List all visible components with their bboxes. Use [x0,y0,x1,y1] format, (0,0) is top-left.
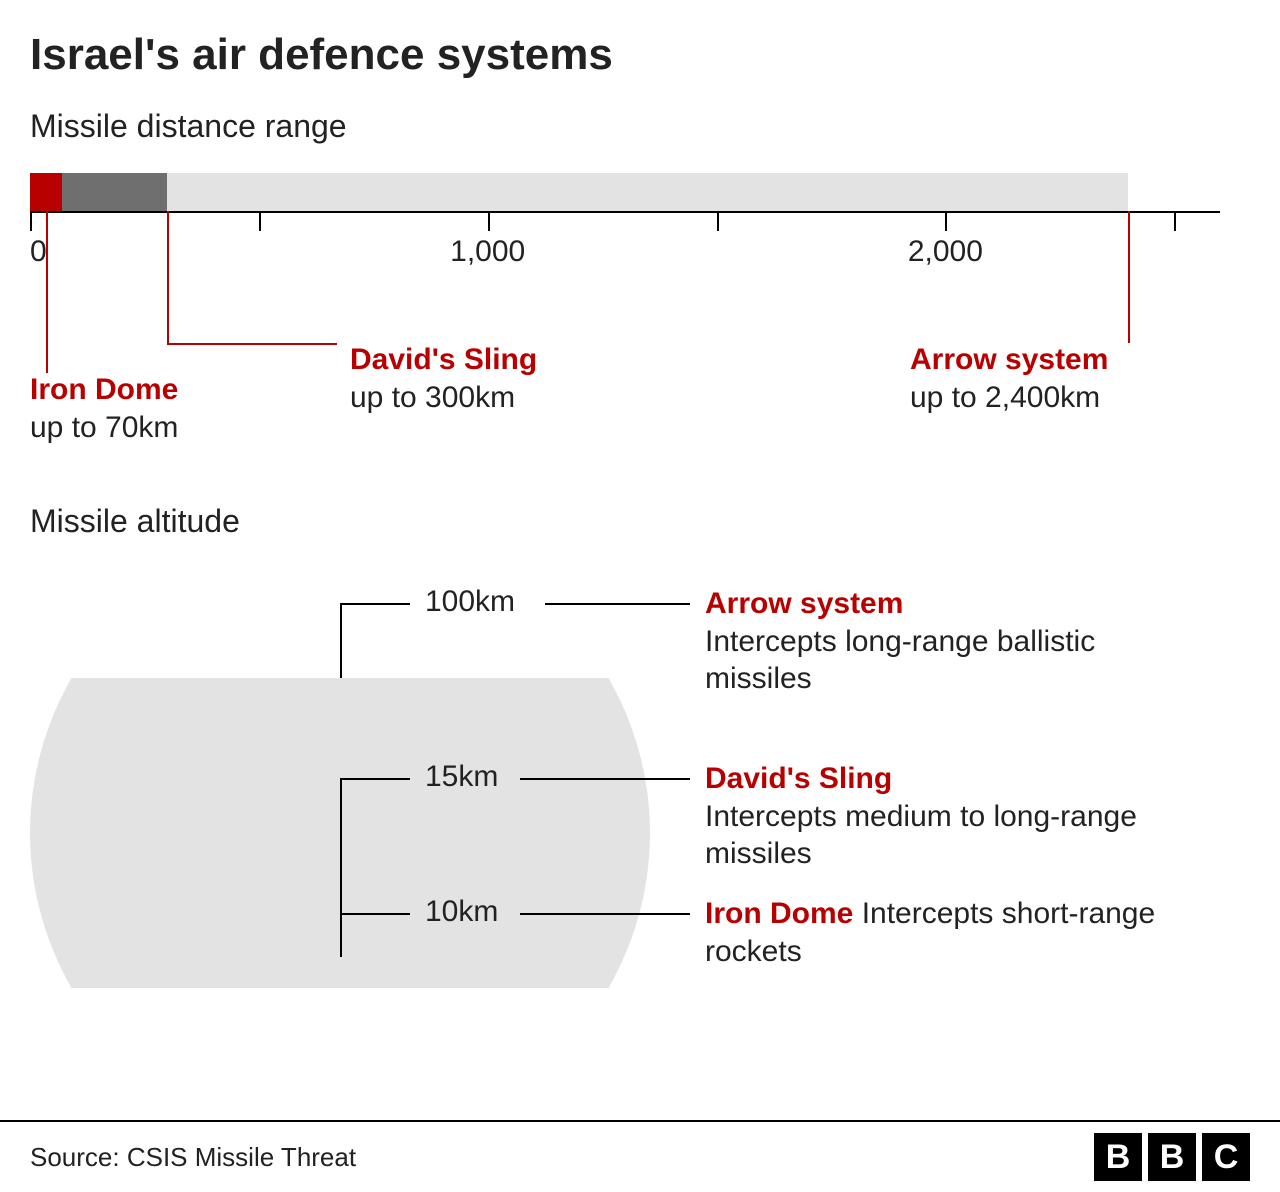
arrow-name-label: Arrow system [910,343,1108,377]
davids-sling-caret [167,211,169,343]
alt-leader-arrow-stub [340,603,342,678]
alt-leader-sling-left [340,778,410,780]
axis-tick [30,211,32,231]
axis-tick [259,211,261,231]
axis-tick-label: 0 [30,235,47,269]
alt-desc-arrow: Arrow systemIntercepts long-range ballis… [705,585,1205,698]
range-subtitle: Missile distance range [30,108,1250,145]
main-title: Israel's air defence systems [30,30,1250,80]
arrow-caret [1128,211,1130,343]
iron-dome-seg [30,173,62,211]
source-label: Source: CSIS Missile Threat [30,1142,356,1173]
alt-leader-iron-stub [340,913,342,957]
range-axis-line [30,211,1220,213]
bbc-block-3: C [1202,1133,1250,1181]
arrow-seg [167,173,1128,211]
bbc-logo: B B C [1094,1133,1250,1181]
iron-dome-caret [46,211,48,373]
davids-sling-caret-foot [167,343,337,345]
bbc-block-1: B [1094,1133,1142,1181]
content-area: Israel's air defence systems Missile dis… [0,0,1280,988]
alt-leader-iron-left [340,913,410,915]
footer: Source: CSIS Missile Threat B B C [0,1122,1280,1192]
davids-sling-sub-label: up to 300km [350,381,515,415]
axis-tick [717,211,719,231]
alt-desc-sling: David's SlingIntercepts medium to long-r… [705,760,1205,873]
alt-leader-arrow-right [545,603,690,605]
altitude-subtitle: Missile altitude [30,503,1250,540]
alt-leader-arrow-left [340,603,410,605]
alt-value-arrow: 100km [425,585,515,619]
axis-tick-label: 1,000 [450,235,525,269]
range-track [30,173,1220,211]
davids-sling-seg [62,173,167,211]
axis-tick [488,211,490,231]
arrow-sub-label: up to 2,400km [910,381,1100,415]
axis-tick-label: 2,000 [908,235,983,269]
range-chart: 0 1,000 2,000 Iron Dome up to 70km David's Sl… [30,173,1220,503]
axis-tick [945,211,947,231]
davids-sling-name-label: David's Sling [350,343,537,377]
iron-dome-sub-label: up to 70km [30,411,178,445]
altitude-chart: 100km Arrow systemIntercepts long-range b… [30,568,1220,988]
alt-value-iron: 10km [425,895,498,929]
alt-desc-iron: Iron Dome Intercepts short-range rockets [705,895,1205,970]
alt-leader-iron-right [520,913,690,915]
alt-leader-sling-right [520,778,690,780]
iron-dome-name-label: Iron Dome [30,373,178,407]
infographic-root: Israel's air defence systems Missile dis… [0,0,1280,1192]
alt-value-sling: 15km [425,760,498,794]
bbc-block-2: B [1148,1133,1196,1181]
axis-tick [1174,211,1176,231]
